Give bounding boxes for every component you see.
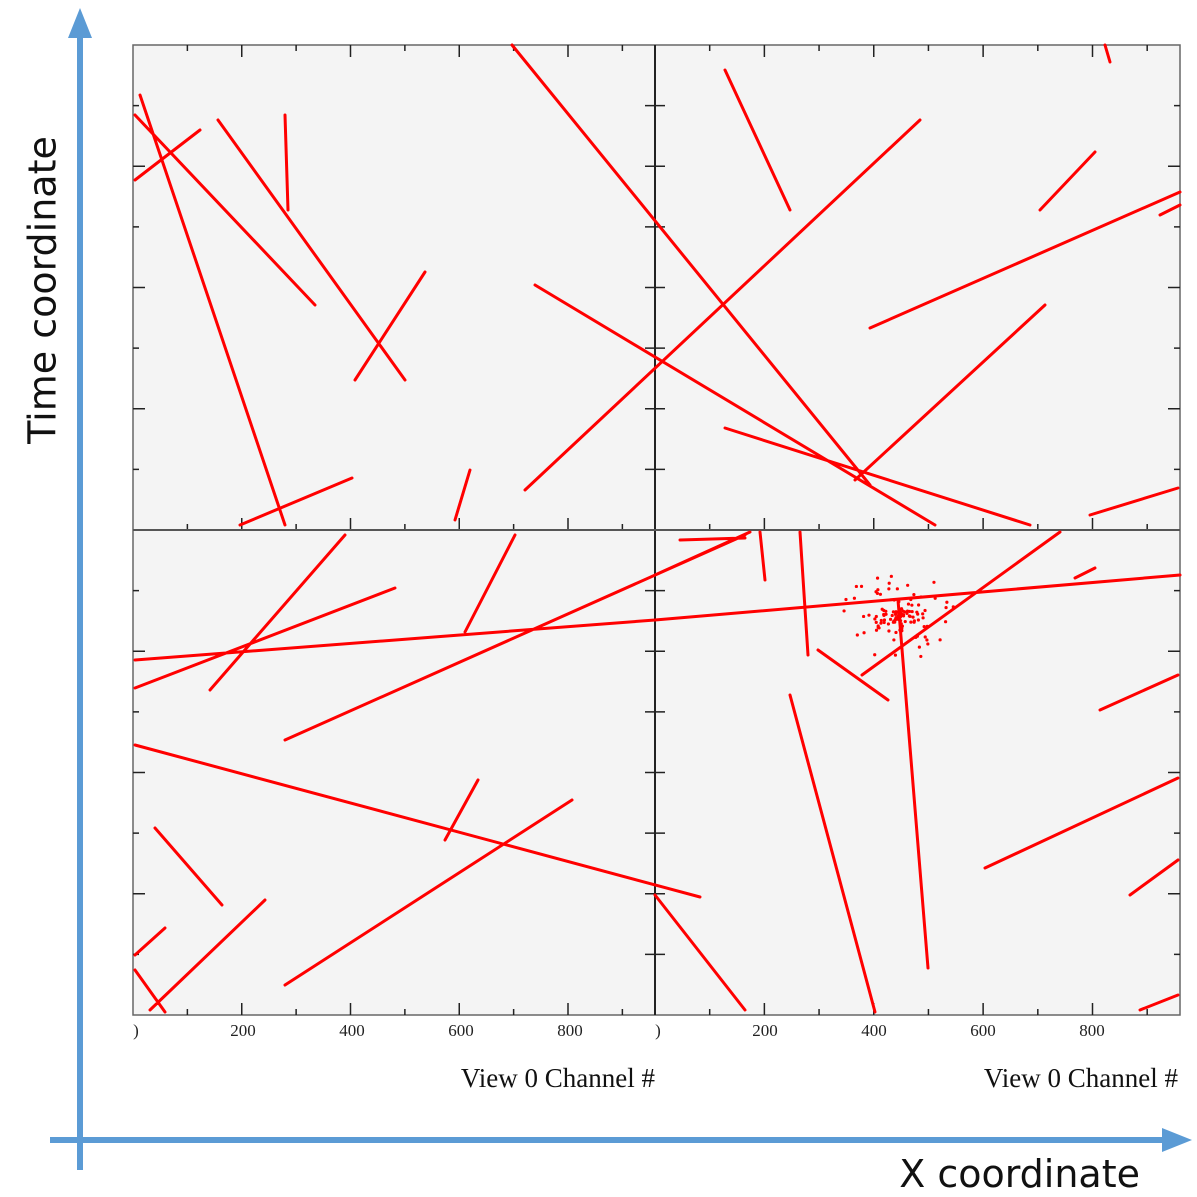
- hit: [909, 621, 912, 624]
- hit: [918, 645, 921, 648]
- hit: [898, 628, 901, 631]
- hit: [917, 618, 920, 621]
- hit: [880, 619, 883, 622]
- hit: [842, 609, 845, 612]
- y-axis-label: Time coordinate: [21, 136, 65, 445]
- hit: [887, 587, 890, 590]
- hit: [901, 609, 904, 612]
- hit: [893, 598, 896, 601]
- hit: [867, 614, 870, 617]
- x-tick-label: 200: [230, 1021, 256, 1040]
- x-tick-label: 400: [339, 1021, 365, 1040]
- x-tick-label: ): [133, 1021, 139, 1040]
- hit: [924, 635, 927, 638]
- hit: [891, 614, 894, 617]
- hit: [875, 629, 878, 632]
- hit: [926, 642, 929, 645]
- hit: [876, 592, 879, 595]
- hit: [919, 595, 922, 598]
- hit: [939, 638, 942, 641]
- hit: [911, 616, 914, 619]
- hit: [923, 609, 926, 612]
- x-tick-label: 600: [970, 1021, 996, 1040]
- y-arrow-head: [68, 8, 92, 38]
- hit: [892, 638, 895, 641]
- x-arrow-head: [1162, 1128, 1192, 1152]
- hit: [925, 638, 928, 641]
- hit: [877, 626, 880, 629]
- x-tick-label: 800: [557, 1021, 583, 1040]
- hit: [853, 597, 856, 600]
- hit: [898, 612, 901, 615]
- hit: [894, 631, 897, 634]
- x-axis-label: X coordinate: [899, 1152, 1140, 1196]
- hit: [909, 598, 912, 601]
- x-tick-label: 600: [448, 1021, 474, 1040]
- hit: [921, 612, 924, 615]
- x-tick-label: 400: [861, 1021, 887, 1040]
- hit: [904, 620, 907, 623]
- hit: [873, 617, 876, 620]
- hit: [862, 631, 865, 634]
- hit: [910, 604, 913, 607]
- hit: [945, 601, 948, 604]
- hit: [899, 614, 902, 617]
- hit: [906, 584, 909, 587]
- hit: [952, 605, 955, 608]
- hit: [890, 575, 893, 578]
- hit: [887, 629, 890, 632]
- hit: [926, 625, 929, 628]
- hit: [889, 618, 892, 621]
- hit: [944, 606, 947, 609]
- hit: [887, 622, 890, 625]
- hit: [893, 621, 896, 624]
- hit: [875, 621, 878, 624]
- x-tick-label: 800: [1079, 1021, 1105, 1040]
- hit: [916, 613, 919, 616]
- hit: [873, 653, 876, 656]
- hit: [907, 602, 910, 605]
- hit: [884, 613, 887, 616]
- hit: [900, 622, 903, 625]
- hit: [911, 610, 914, 613]
- hit: [844, 598, 847, 601]
- hit: [906, 609, 909, 612]
- hit: [897, 600, 900, 603]
- hit: [914, 636, 917, 639]
- x-tick-label: 200: [752, 1021, 778, 1040]
- hit: [860, 585, 863, 588]
- hit: [913, 619, 916, 622]
- panel-axis-title: View 0 Channel #: [984, 1063, 1179, 1093]
- hit: [908, 615, 911, 618]
- hit: [888, 582, 891, 585]
- x-tick-label: ): [655, 1021, 661, 1040]
- hit: [896, 587, 899, 590]
- hit: [944, 620, 947, 623]
- page: Time coordinate X coordinate ) 200 400 600 8…: [0, 0, 1197, 1197]
- hit: [856, 633, 859, 636]
- hit: [882, 609, 885, 612]
- hit: [934, 597, 937, 600]
- hit: [921, 616, 924, 619]
- hit: [894, 654, 897, 657]
- hit: [919, 655, 922, 658]
- hit: [898, 609, 901, 612]
- hit: [855, 585, 858, 588]
- hit: [879, 593, 882, 596]
- hit: [876, 577, 879, 580]
- hit: [862, 615, 865, 618]
- panel-axis-title: View 0 Channel #: [461, 1063, 656, 1093]
- figure: Time coordinate X coordinate ) 200 400 600 8…: [0, 0, 1197, 1197]
- hit: [892, 610, 895, 613]
- hit: [912, 593, 915, 596]
- hit: [917, 603, 920, 606]
- hit: [932, 581, 935, 584]
- hit: [923, 625, 926, 628]
- hit: [883, 621, 886, 624]
